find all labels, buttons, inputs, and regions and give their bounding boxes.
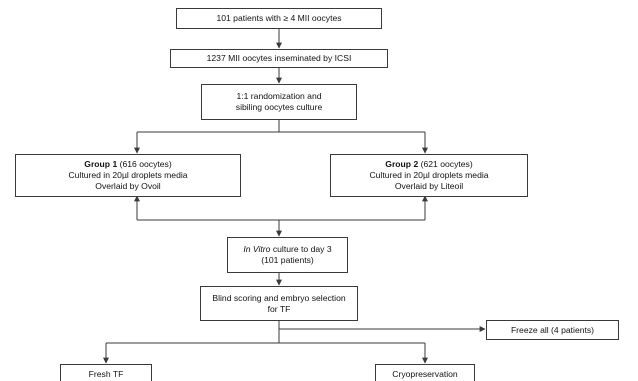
group1-overlay: Overlaid by Ovoil: [95, 181, 161, 191]
culture-rest: culture to day 3: [270, 244, 332, 254]
box-group1: Group 1 (616 oocytes) Cultured in 20µl d…: [15, 154, 241, 197]
blind-line1: Blind scoring and embryo selection: [212, 292, 346, 303]
group2-count: (621 oocytes): [418, 159, 473, 169]
group2-media: Cultured in 20µl droplets media: [369, 170, 489, 180]
group2-title: Group 2: [385, 159, 419, 169]
box-patients: 101 patients with ≥ 4 MII oocytes: [176, 8, 382, 29]
cryo-text: Cryopreservation: [392, 369, 458, 379]
group2-overlay: Overlaid by Liteoil: [394, 181, 464, 191]
box-fresh: Fresh TF: [60, 364, 152, 381]
culture-italic: In Vitro: [243, 244, 271, 254]
fresh-text: Fresh TF: [88, 369, 124, 379]
box-blind: Blind scoring and embryo selection for T…: [200, 286, 358, 321]
box-culture: In Vitro culture to day 3 (101 patients): [227, 237, 348, 273]
box-randomization: 1:1 randomization and sibiling oocytes c…: [201, 84, 357, 120]
box-group2: Group 2 (621 oocytes) Cultured in 20µl d…: [330, 154, 528, 197]
box-patients-text: 101 patients with ≥ 4 MII oocytes: [216, 13, 342, 23]
culture-line2: (101 patients): [261, 255, 314, 265]
group1-count: (616 oocytes): [117, 159, 172, 169]
box-randomization-line1: 1:1 randomization and: [236, 91, 322, 101]
blind-line2: for TF: [267, 303, 291, 314]
group1-title: Group 1: [84, 159, 118, 169]
freeze-text: Freeze all (4 patients): [510, 324, 595, 335]
box-freeze: Freeze all (4 patients): [486, 320, 619, 340]
box-inseminated: 1237 MII oocytes inseminated by ICSI: [170, 49, 388, 68]
box-randomization-line2: sibiling oocytes culture: [235, 102, 323, 112]
box-inseminated-text: 1237 MII oocytes inseminated by ICSI: [206, 53, 352, 63]
box-cryo: Cryopreservation: [375, 364, 475, 381]
group1-media: Cultured in 20µl droplets media: [68, 170, 188, 180]
